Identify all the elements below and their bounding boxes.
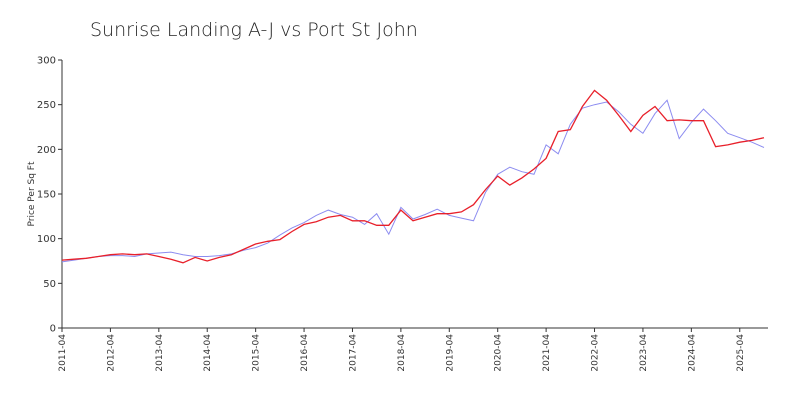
x-tick-label: 2015-04 <box>252 334 262 372</box>
x-tick-label: 2018-04 <box>397 334 407 372</box>
x-tick-label: 2019-04 <box>445 334 455 372</box>
x-tick-label: 2011-04 <box>58 334 68 372</box>
x-tick-label: 2021-04 <box>542 334 552 372</box>
x-tick-label: 2013-04 <box>155 334 165 372</box>
chart-title: Sunrise Landing A-J vs Port St John <box>90 19 418 41</box>
y-tick-label: 100 <box>37 234 56 245</box>
series-line <box>61 99 765 263</box>
x-tick-label: 2020-04 <box>494 334 504 372</box>
x-tick-label: 2024-04 <box>687 334 697 372</box>
y-tick-label: 300 <box>37 56 56 67</box>
y-axis-label: Price Per Sq Ft <box>27 161 37 226</box>
x-tick-label: 2023-04 <box>639 334 649 372</box>
x-tick-label: 2022-04 <box>591 334 601 372</box>
x-tick-label: 2014-04 <box>203 334 213 372</box>
x-tick-label: 2016-04 <box>300 334 310 372</box>
x-tick-label: 2025-04 <box>736 334 746 372</box>
y-tick-label: 0 <box>50 324 56 335</box>
series-line <box>61 89 765 264</box>
y-tick-label: 200 <box>37 145 56 156</box>
y-tick-label: 250 <box>37 100 56 111</box>
x-tick-label: 2012-04 <box>106 334 116 372</box>
y-tick-label: 50 <box>43 279 56 290</box>
y-tick-label: 150 <box>37 190 56 201</box>
x-tick-label: 2017-04 <box>348 334 358 372</box>
